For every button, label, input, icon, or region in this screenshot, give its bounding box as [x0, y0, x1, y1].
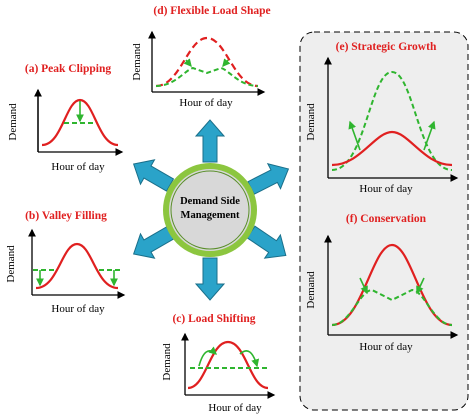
y-label: Demand	[131, 43, 143, 81]
y-label: Demand	[7, 103, 19, 141]
panel-title: (e) Strategic Growth	[336, 41, 437, 53]
center-label: Demand Side	[180, 196, 240, 207]
center-label: Management	[181, 210, 240, 221]
panel-title: (f) Conservation	[346, 213, 427, 225]
x-label: Hour of day	[208, 402, 262, 414]
panel-d: (d) Flexible Load Shape Demand Hour of d…	[131, 5, 271, 109]
panel-title: (b) Valley Filling	[25, 210, 107, 222]
y-label: Demand	[305, 271, 317, 309]
panel-title: (c) Load Shifting	[172, 313, 255, 325]
panel-a: (a) Peak Clipping Demand Hour of day	[7, 63, 122, 173]
panel-e: (e) Strategic Growth Demand Hour of day	[305, 41, 459, 195]
x-label: Hour of day	[359, 341, 413, 353]
x-label: Hour of day	[179, 97, 233, 109]
panel-b: (b) Valley Filling Demand Hour of day	[5, 210, 126, 315]
y-label: Demand	[5, 245, 17, 283]
group-box	[299, 31, 469, 411]
x-label: Hour of day	[359, 183, 413, 195]
panel-title: (a) Peak Clipping	[25, 63, 112, 75]
panel-c: (c) Load Shifting Demand Hour of day	[161, 313, 276, 414]
x-label: Hour of day	[51, 303, 105, 315]
center-circle	[163, 163, 257, 257]
panel-title: (d) Flexible Load Shape	[153, 5, 270, 17]
y-label: Demand	[161, 343, 173, 381]
y-label: Demand	[305, 103, 317, 141]
x-label: Hour of day	[51, 161, 105, 173]
panel-f: (f) Conservation Demand Hour of day	[305, 213, 459, 353]
arrows	[132, 119, 290, 301]
